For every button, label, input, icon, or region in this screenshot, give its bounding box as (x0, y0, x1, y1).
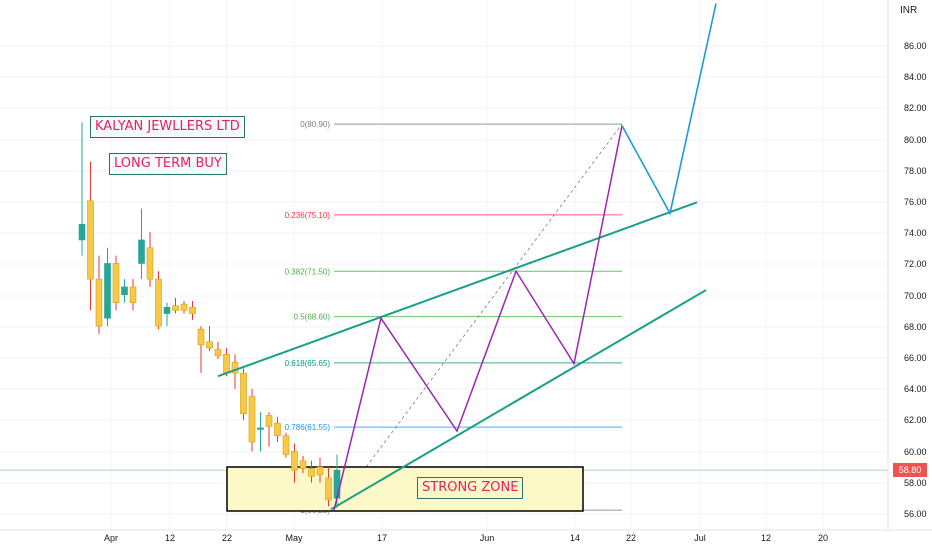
candle-body (138, 239, 145, 264)
candle-body (308, 468, 315, 477)
candle-body (274, 422, 281, 436)
fib-level-label: 0.382(71.50) (285, 267, 331, 276)
price-tick-label: 62.00 (904, 415, 927, 425)
time-tick-label: Jul (694, 533, 706, 543)
time-tick-label: 20 (818, 533, 828, 543)
candle-body (146, 247, 154, 280)
price-tick-label: 64.00 (904, 384, 927, 394)
candle-body (78, 223, 86, 241)
time-tick-label: 22 (222, 533, 232, 543)
long-term-buy-annotation[interactable]: LONG TERM BUY (109, 153, 227, 175)
candle-body (299, 460, 307, 469)
candle-body (180, 303, 188, 311)
breakout-projection (621, 3, 717, 216)
candle-body (172, 305, 179, 311)
price-tick-label: 76.00 (904, 197, 927, 207)
fib-level-label: 0(80.90) (300, 120, 330, 129)
price-tick-label: 60.00 (904, 447, 927, 457)
candle-body (112, 263, 120, 303)
price-tick-label: 68.00 (904, 322, 927, 332)
time-tick-label: 17 (377, 533, 387, 543)
candle-body (316, 466, 324, 476)
fib-level-label: 0.786(61.55) (285, 423, 331, 432)
price-tick-label: 82.00 (904, 103, 927, 113)
fib-level-label: 0.5(68.60) (294, 313, 331, 322)
strong-zone-box (226, 466, 584, 512)
fib-level-label: 0.236(75.10) (285, 211, 331, 220)
time-tick-label: May (285, 533, 303, 543)
candle-body (121, 286, 128, 296)
fib-level-label: 0.618(65.65) (285, 359, 331, 368)
current-price-tag: 58.80 (893, 463, 927, 477)
candle-body (95, 278, 103, 327)
time-tick-label: 14 (570, 533, 580, 543)
price-tick-label: 78.00 (904, 166, 927, 176)
candle-body (87, 200, 94, 280)
grid-layer (0, 0, 888, 530)
candle-body (291, 451, 298, 471)
time-tick-label: 12 (165, 533, 175, 543)
price-tick-label: 66.00 (904, 353, 927, 363)
candle-body (197, 328, 205, 346)
candle-body (333, 469, 341, 499)
time-tick-label: 12 (761, 533, 771, 543)
candle-body (155, 278, 162, 327)
time-tick-label: Apr (104, 533, 118, 543)
candles (78, 122, 341, 508)
price-tick-label: 84.00 (904, 72, 927, 82)
candle-body (240, 372, 247, 415)
price-tick-label: 86.00 (904, 41, 927, 51)
currency-label: INR (900, 5, 918, 16)
drawing-lines (217, 3, 717, 511)
candle-body (214, 349, 222, 357)
candle-body (265, 415, 273, 427)
fib-retracement: 0(80.90) 0.236(75.10) 0.382(71.50) 0.5(68.6… (285, 120, 623, 515)
fib-trend-line (333, 123, 623, 511)
candle-body (104, 263, 111, 319)
price-tick-label: 74.00 (904, 228, 927, 238)
candle-body (223, 353, 230, 374)
candle-body (282, 435, 290, 455)
candle-body (248, 396, 256, 443)
stock-title-annotation[interactable]: KALYAN JEWLLERS LTD (90, 116, 245, 138)
strong-zone-rect (226, 466, 584, 512)
price-tick-label: 58.00 (904, 478, 927, 488)
candle-body (163, 306, 171, 314)
time-tick-label: Jun (480, 533, 495, 543)
price-tick-label: 72.00 (904, 259, 927, 269)
strong-zone-annotation[interactable]: STRONG ZONE (417, 477, 524, 499)
candle-body (189, 306, 196, 314)
price-tick-label: 56.00 (904, 509, 927, 519)
candle-body (206, 341, 213, 349)
price-tick-label: 70.00 (904, 291, 927, 301)
candle-body (257, 427, 264, 430)
candle-body (231, 361, 239, 374)
candle-body (325, 477, 332, 501)
projection-zigzag (333, 125, 623, 511)
channel-upper-line (217, 201, 698, 378)
price-tick-label: 80.00 (904, 135, 927, 145)
candle-body (129, 286, 137, 303)
channel-lower-line (330, 289, 707, 511)
time-tick-label: 22 (626, 533, 636, 543)
